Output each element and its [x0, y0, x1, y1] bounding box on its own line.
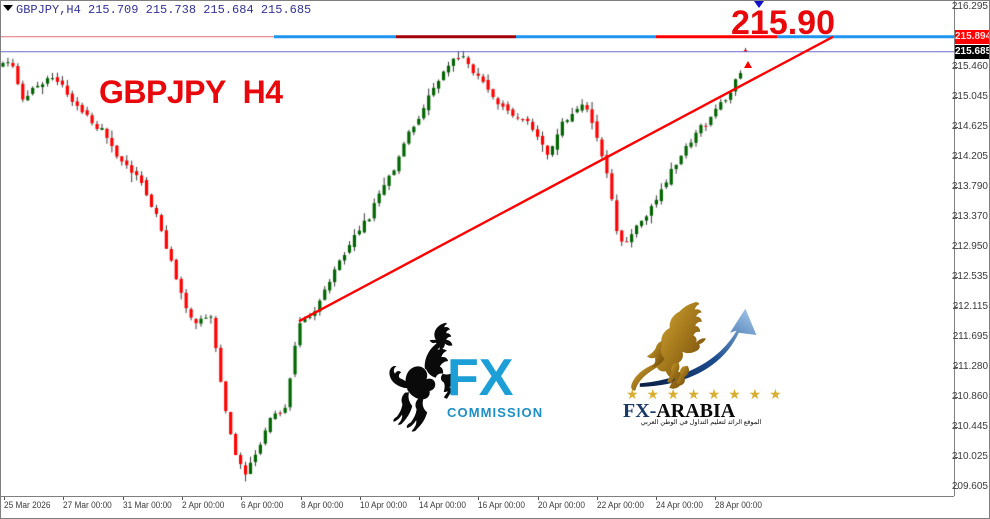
- svg-text:COMMISSION: COMMISSION: [447, 405, 543, 420]
- svg-text:FX: FX: [447, 349, 514, 407]
